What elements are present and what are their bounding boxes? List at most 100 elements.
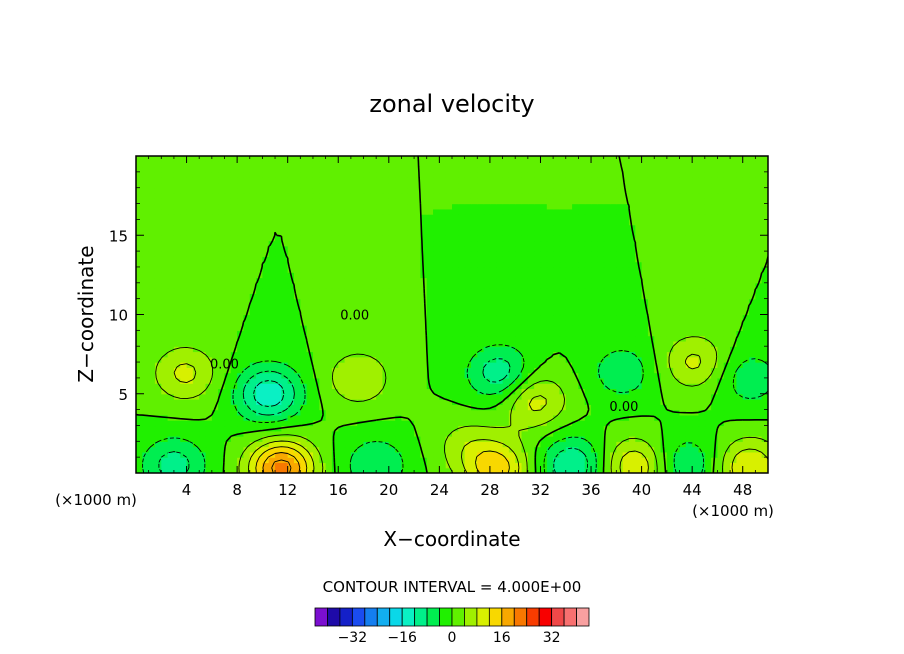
field-cell — [136, 303, 143, 310]
field-cell — [205, 346, 213, 353]
field-cell — [489, 277, 497, 284]
field-cell — [458, 414, 466, 421]
field-cell — [300, 261, 308, 268]
field-cell — [319, 298, 327, 305]
field-cell — [401, 346, 409, 353]
field-cell — [167, 266, 175, 273]
field-cell — [597, 367, 605, 374]
field-cell — [312, 277, 320, 284]
field-cell — [262, 383, 270, 390]
field-cell — [755, 266, 763, 273]
field-cell — [723, 214, 731, 220]
field-cell — [622, 251, 630, 257]
field-cell — [262, 266, 270, 273]
field-cell — [262, 319, 270, 326]
field-cell — [736, 293, 744, 300]
field-cell — [616, 214, 624, 220]
field-cell — [325, 272, 333, 279]
field-cell — [635, 430, 643, 437]
field-cell — [376, 229, 384, 236]
field-cell — [344, 277, 352, 284]
field-cell — [319, 420, 327, 427]
field-cell — [376, 346, 384, 353]
field-cell — [452, 325, 459, 331]
field-cell — [420, 441, 428, 448]
field-cell — [344, 298, 352, 305]
field-cell — [730, 451, 737, 458]
field-cell — [439, 214, 447, 220]
field-cell — [572, 330, 579, 337]
field-cell — [211, 277, 219, 284]
field-cell — [685, 314, 693, 321]
field-cell — [711, 208, 719, 215]
field-cell — [527, 272, 535, 279]
field-cell — [230, 319, 238, 326]
field-cell — [319, 340, 327, 347]
field-cell — [218, 261, 226, 268]
field-cell — [591, 298, 598, 305]
field-cell — [628, 314, 636, 321]
field-cell — [224, 414, 232, 421]
field-cell — [287, 462, 295, 469]
field-cell — [717, 462, 725, 469]
field-cell — [357, 266, 365, 273]
field-cell — [660, 388, 668, 395]
field-cell — [755, 298, 763, 305]
field-cell — [654, 240, 662, 247]
field-cell — [527, 362, 535, 368]
field-cell — [572, 277, 579, 284]
field-cell — [363, 425, 371, 432]
field-cell — [173, 377, 181, 384]
field-cell — [603, 293, 611, 300]
field-cell — [647, 430, 655, 437]
field-cell — [553, 430, 561, 437]
field-cell — [540, 436, 548, 442]
field-cell — [407, 425, 415, 432]
field-cell — [161, 266, 169, 273]
field-cell — [749, 346, 756, 353]
field-cell — [262, 351, 270, 358]
field-cell — [439, 388, 447, 395]
field-cell — [723, 314, 731, 321]
field-cell — [275, 362, 282, 368]
field-cell — [515, 436, 523, 442]
field-cell — [458, 399, 466, 405]
field-cell — [192, 425, 200, 432]
field-cell — [369, 457, 377, 464]
field-cell — [521, 214, 529, 220]
field-cell — [256, 277, 263, 284]
field-cell — [300, 377, 308, 384]
field-cell — [578, 451, 586, 458]
field-cell — [237, 414, 245, 421]
field-cell — [654, 340, 662, 347]
field-cell — [692, 393, 700, 400]
field-cell — [736, 266, 744, 273]
field-cell — [717, 309, 725, 316]
field-cell — [666, 303, 674, 310]
field-cell — [357, 325, 365, 331]
field-cell — [508, 372, 516, 379]
field-cell — [470, 261, 478, 268]
field-cell — [603, 451, 611, 458]
field-cell — [736, 462, 744, 469]
field-cell — [610, 462, 617, 469]
field-cell — [635, 219, 643, 226]
field-cell — [464, 229, 472, 236]
field-cell — [654, 277, 662, 284]
field-cell — [477, 251, 485, 257]
field-cell — [654, 251, 662, 257]
field-cell — [262, 409, 270, 416]
field-cell — [730, 235, 737, 242]
field-cell — [628, 399, 636, 405]
field-cell — [268, 430, 276, 437]
field-cell — [477, 420, 485, 427]
field-cell — [717, 367, 725, 374]
field-cell — [376, 266, 384, 273]
field-cell — [376, 298, 384, 305]
field-cell — [641, 420, 649, 427]
field-cell — [338, 303, 346, 310]
field-cell — [692, 245, 700, 252]
field-cell — [192, 340, 200, 347]
field-cell — [376, 399, 384, 405]
field-cell — [230, 214, 238, 220]
